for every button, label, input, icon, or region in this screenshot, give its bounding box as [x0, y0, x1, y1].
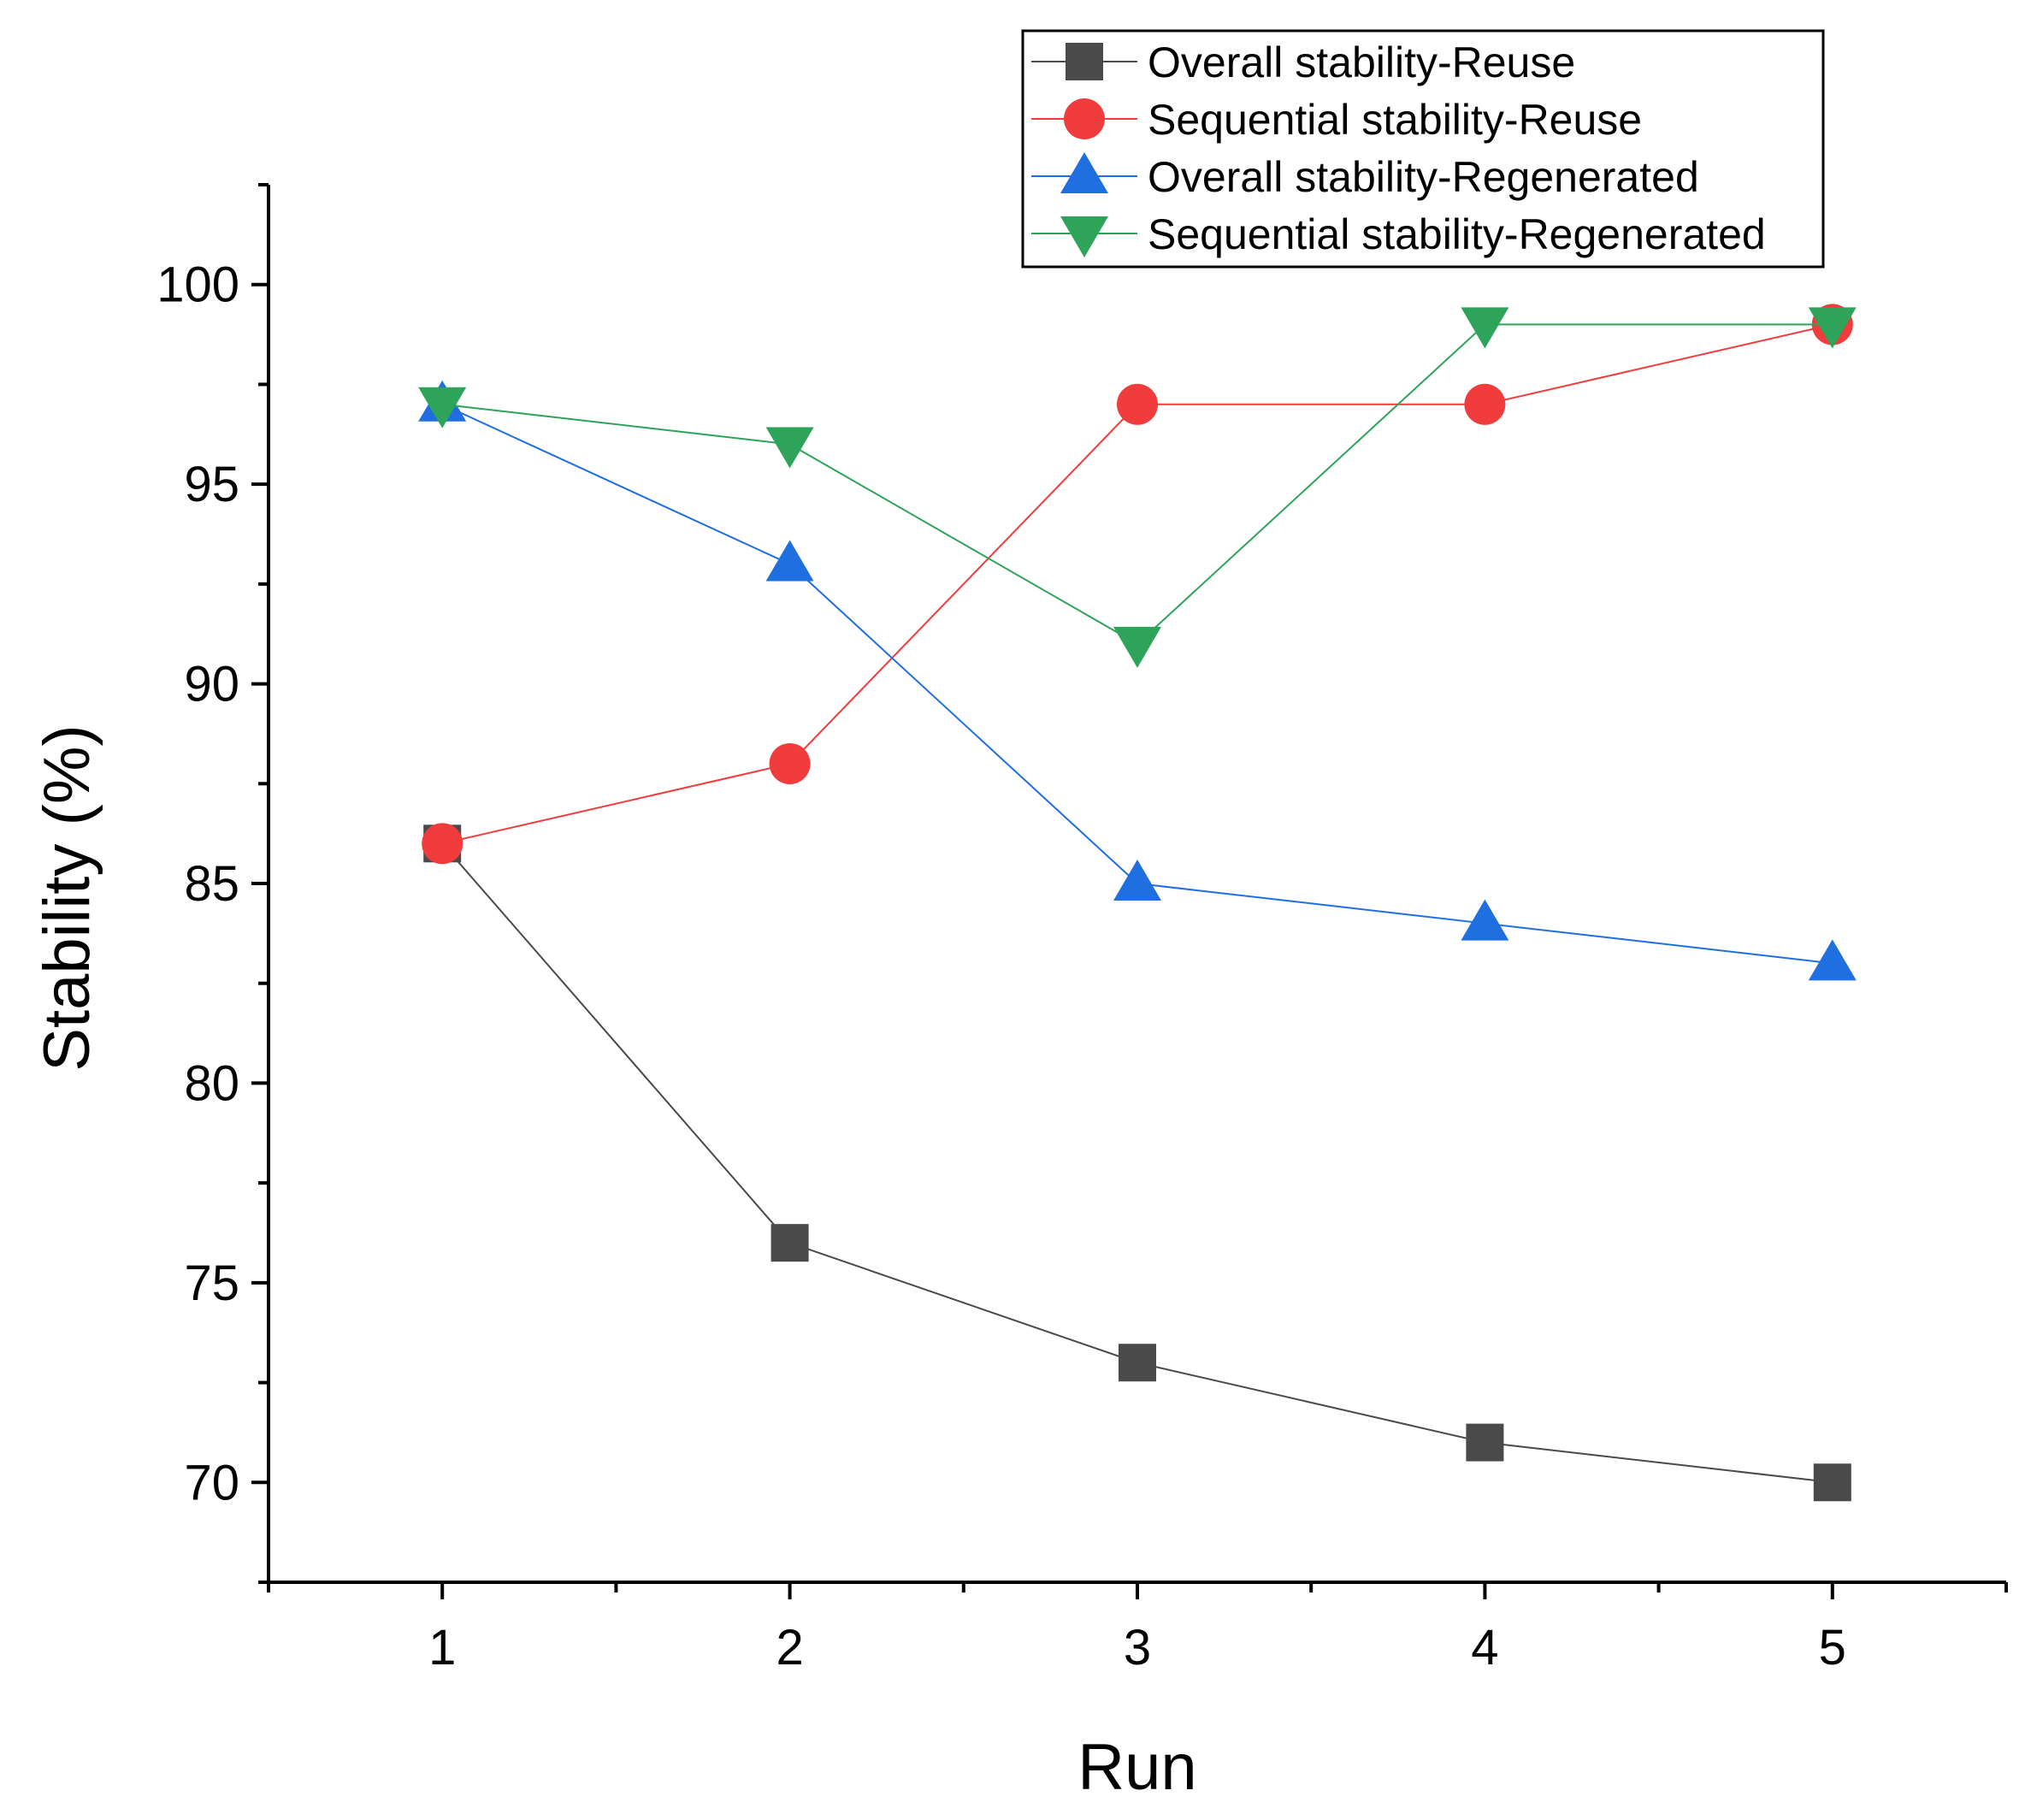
legend-item: Overall stability-Reuse: [1031, 38, 1575, 86]
y-tick-label: 95: [184, 457, 239, 512]
legend-marker: [1060, 216, 1108, 257]
series-1: [423, 824, 1851, 1502]
legend: Overall stability-Reuse Sequential stabil…: [1021, 29, 1825, 269]
data-point: [1466, 1423, 1504, 1462]
y-tick-label: 75: [184, 1256, 239, 1311]
data-point: [770, 1224, 809, 1262]
series-2: [422, 304, 1853, 865]
x-tick-label: 1: [428, 1620, 456, 1675]
x-axis-title: Run: [1077, 1731, 1196, 1804]
data-point: [1808, 939, 1857, 981]
data-point: [1461, 899, 1509, 941]
data-point: [418, 387, 467, 428]
legend-items: Overall stability-Reuse Sequential stabil…: [1031, 38, 1766, 258]
axes: 70 75 80 85 90 95 100 1 2 3 4 5: [156, 183, 2008, 1675]
y-tick-label: 100: [156, 257, 239, 313]
series-layer: [418, 304, 1857, 1502]
data-point: [1813, 1463, 1851, 1502]
y-tick-label: 80: [184, 1055, 239, 1111]
data-point: [769, 742, 811, 784]
data-point: [422, 823, 463, 865]
series-3: [418, 380, 1857, 981]
legend-label: Overall stability-Regenerated: [1148, 153, 1699, 201]
x-tick-label: 3: [1124, 1620, 1151, 1675]
y-tick-label: 90: [184, 657, 239, 712]
legend-label: Sequential stability-Reuse: [1148, 96, 1642, 144]
x-tick-label: 5: [1819, 1620, 1846, 1675]
data-point: [1113, 626, 1161, 668]
data-point: [765, 540, 814, 582]
legend-marker: [1064, 98, 1105, 139]
y-tick-label: 85: [184, 856, 239, 912]
series-4: [418, 307, 1857, 668]
x-tick-label: 2: [776, 1620, 803, 1675]
data-point: [1117, 383, 1158, 425]
legend-label: Sequential stability-Regenerated: [1148, 210, 1766, 258]
data-point: [1808, 307, 1857, 349]
data-point: [1464, 383, 1506, 425]
legend-box: [1021, 29, 1825, 269]
data-point: [1119, 1344, 1156, 1382]
x-tick-label: 4: [1471, 1620, 1498, 1675]
data-point: [765, 427, 814, 469]
legend-item: Overall stability-Regenerated: [1031, 152, 1699, 201]
y-axis-title: Stability (%): [31, 724, 103, 1071]
data-point: [1461, 307, 1509, 349]
legend-label: Overall stability-Reuse: [1148, 38, 1575, 86]
legend-marker: [1066, 43, 1103, 80]
legend-item: Sequential stability-Reuse: [1031, 96, 1642, 144]
y-tick-label: 70: [184, 1455, 239, 1510]
data-point: [1113, 860, 1161, 901]
legend-item: Sequential stability-Regenerated: [1031, 210, 1766, 258]
legend-marker: [1060, 152, 1108, 193]
